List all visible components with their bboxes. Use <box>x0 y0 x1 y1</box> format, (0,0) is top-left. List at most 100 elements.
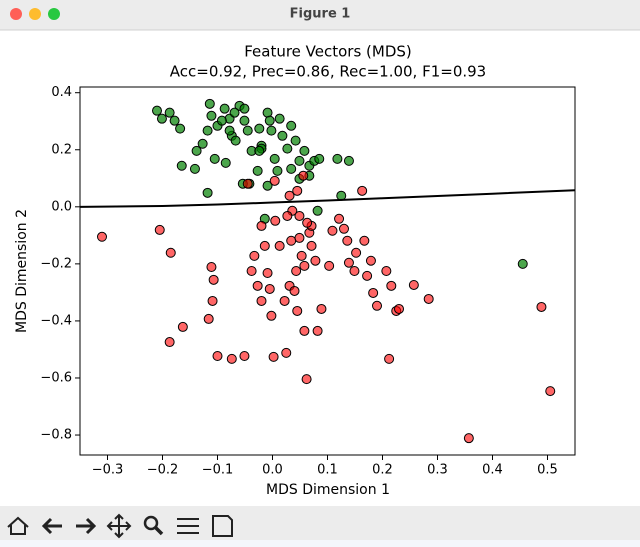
y-axis-label: MDS Dimension 2 <box>14 209 30 333</box>
scatter-point <box>242 125 253 136</box>
x-tick-label: 0.0 <box>262 463 283 478</box>
scatter-point <box>314 153 325 164</box>
scatter-point <box>264 115 275 126</box>
chart: Feature Vectors (MDS) Acc=0.92, Prec=0.8… <box>14 43 576 498</box>
scatter-point <box>289 285 300 296</box>
x-tick-label: 0.2 <box>372 463 393 478</box>
window-title: Figure 1 <box>290 7 351 22</box>
x-tick-label: 0.5 <box>537 463 558 478</box>
scatter-point <box>203 313 214 324</box>
scatter-point <box>545 386 556 397</box>
scatter-point <box>359 235 370 246</box>
scatter-point <box>239 351 250 362</box>
scatter-point <box>224 125 235 136</box>
scatter-point <box>517 258 528 269</box>
scatter-point <box>299 145 310 156</box>
scatter-point <box>165 247 176 258</box>
scatter-point <box>343 155 354 166</box>
scatter-point <box>239 103 250 114</box>
scatter-point <box>208 274 219 285</box>
scatter-point <box>292 185 303 196</box>
y-tick-label: 0.2 <box>51 142 72 157</box>
scatter-point <box>229 107 240 118</box>
x-tick-label: −0.1 <box>202 463 234 478</box>
x-tick-label: 0.1 <box>317 463 338 478</box>
y-tick-label: −0.2 <box>40 256 72 271</box>
scatter-point <box>286 120 297 131</box>
scatter-point <box>310 255 321 266</box>
scatter-point <box>286 163 297 174</box>
scatter-point <box>281 347 292 358</box>
scatter-point <box>177 321 188 332</box>
scatter-point <box>204 98 215 109</box>
minimize-button[interactable] <box>29 8 41 20</box>
back-button[interactable] <box>41 517 62 535</box>
scatter-point <box>189 163 200 174</box>
scatter-point <box>332 153 343 164</box>
scatter-point <box>266 310 277 321</box>
scatter-point <box>268 351 279 362</box>
y-tick-label: −0.8 <box>40 428 72 443</box>
scatter-point <box>254 145 265 156</box>
scatter-point <box>156 113 167 124</box>
scatter-point <box>239 115 250 126</box>
scatter-point <box>286 235 297 246</box>
y-tick-label: −0.4 <box>40 313 72 328</box>
scatter-point <box>252 165 263 176</box>
scatter-point <box>270 215 281 226</box>
scatter-point <box>302 217 313 228</box>
scatter-point <box>262 180 273 191</box>
scatter-point <box>423 293 434 304</box>
scatter-point <box>342 235 353 246</box>
scatter-point <box>216 115 227 126</box>
plot-area <box>80 87 575 455</box>
pan-button[interactable] <box>106 513 132 539</box>
scatter-point <box>207 295 218 306</box>
scatter-point <box>384 353 395 364</box>
scatter-point <box>259 240 270 251</box>
scatter-point <box>312 325 323 336</box>
scatter-point <box>219 103 230 114</box>
scatter-point <box>274 240 285 251</box>
scatter-point <box>362 270 373 281</box>
scatter-point <box>206 110 217 121</box>
save-button[interactable] <box>212 515 233 537</box>
zoom-button[interactable] <box>48 8 60 20</box>
scatter-point <box>202 125 213 136</box>
scatter-point <box>299 325 310 336</box>
scatter-point <box>327 225 338 236</box>
scatter-point <box>191 145 202 156</box>
decision-boundary <box>80 189 575 208</box>
scatter-point <box>256 295 267 306</box>
y-tick-label: −0.6 <box>40 370 72 385</box>
scatter-point <box>299 260 310 271</box>
scatter-point <box>463 433 474 444</box>
y-tick-label: 0.0 <box>51 199 72 214</box>
scatter-point <box>292 305 303 316</box>
scatter-point <box>294 232 305 243</box>
configure-button[interactable] <box>177 518 199 534</box>
x-tick-label: −0.3 <box>92 463 124 478</box>
zoom-tool-button[interactable] <box>143 515 159 531</box>
scatter-point <box>306 240 317 251</box>
x-axis-label: MDS Dimension 1 <box>266 482 390 498</box>
plot-bg <box>80 87 575 455</box>
x-tick-label: 0.4 <box>482 463 503 478</box>
home-button[interactable] <box>7 516 29 535</box>
scatter-point <box>220 157 231 168</box>
bottom-strip <box>0 540 640 547</box>
scatter-point <box>169 115 180 126</box>
scatter-point <box>209 153 220 164</box>
scatter-point <box>175 123 186 134</box>
axes-frame <box>79 86 576 456</box>
scatter-point <box>408 279 419 290</box>
scatter-point <box>291 266 302 276</box>
scatter-point <box>212 351 223 362</box>
scatter-point <box>536 301 547 312</box>
scatter-point <box>202 187 213 198</box>
scatter-point <box>334 213 345 224</box>
scatter-point <box>365 255 376 266</box>
close-button[interactable] <box>10 8 22 20</box>
forward-button[interactable] <box>76 517 97 535</box>
